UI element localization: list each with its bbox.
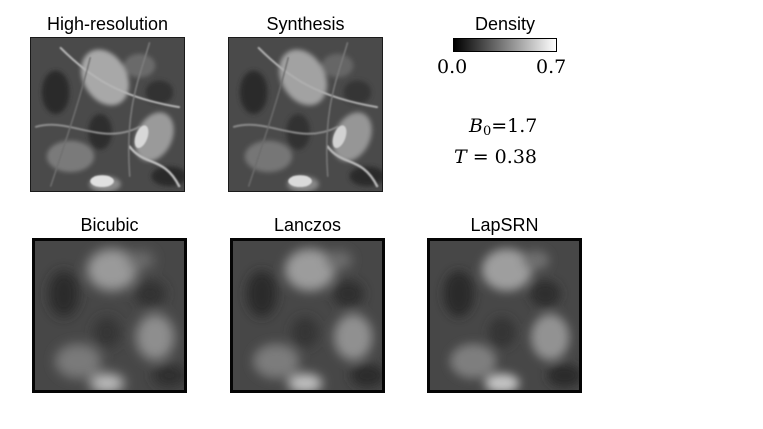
panel-title: Bicubic <box>80 215 139 235</box>
t-symbol: T <box>454 146 467 168</box>
colorbar-max-label: 0.7 <box>536 56 567 78</box>
density-image-synthesis <box>228 37 383 192</box>
panel-title: High-resolution <box>46 14 169 34</box>
density-image-high-resolution <box>30 37 185 192</box>
panel-lanczos: Lanczos <box>230 214 385 394</box>
t-value: = 0.38 <box>466 146 537 168</box>
panel-title: LapSRN <box>470 215 539 235</box>
colorbar-min-label: 0.0 <box>437 56 468 78</box>
panel-title: Synthesis <box>266 14 345 34</box>
density-image-lapsrn <box>427 238 582 393</box>
panel-bicubic: Bicubic <box>32 214 187 394</box>
panel-title: Lanczos <box>273 215 342 235</box>
panel-lapsrn: LapSRN <box>427 214 582 394</box>
density-image-bicubic <box>32 238 187 393</box>
b-subscript: 0 <box>482 124 492 139</box>
panel-high-resolution: High-resolution <box>30 13 185 193</box>
colorbar-title: Density <box>474 14 536 34</box>
b-value: =1.7 <box>491 115 538 137</box>
panel-synthesis: Synthesis <box>228 13 383 193</box>
param-t: T = 0.38 <box>454 144 537 170</box>
density-image-lanczos <box>230 238 385 393</box>
colorbar <box>453 38 557 52</box>
b-symbol: B <box>469 115 483 137</box>
param-b0: B0=1.7 <box>469 113 537 145</box>
